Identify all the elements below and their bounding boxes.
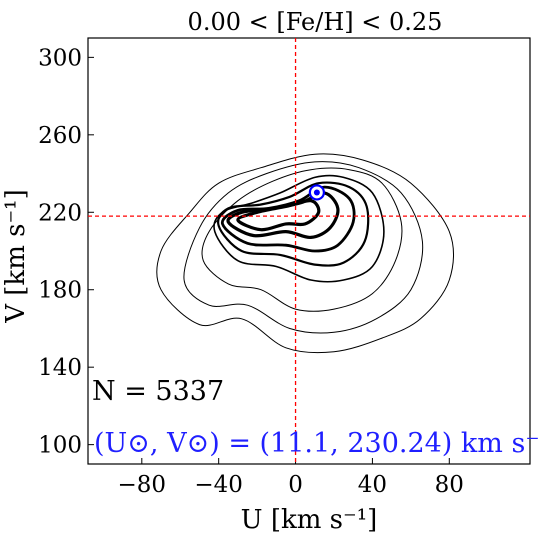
solar-annotation: (U⊙, V⊙) = (11.1, 230.24) km s⁻¹ bbox=[94, 428, 540, 459]
contour-level-1 bbox=[156, 153, 454, 354]
y-axis-label: V [km s⁻¹] bbox=[1, 189, 31, 324]
x-tick-label: 40 bbox=[358, 472, 387, 498]
contour-level-2 bbox=[183, 161, 424, 334]
contour-level-3 bbox=[201, 167, 403, 312]
y-tick-label: 140 bbox=[38, 355, 82, 381]
x-tick-label: 0 bbox=[288, 472, 303, 498]
y-tick-label: 180 bbox=[38, 278, 82, 304]
x-tick-label: −80 bbox=[118, 472, 167, 498]
count-annotation: N = 5337 bbox=[92, 376, 224, 407]
y-tick-label: 300 bbox=[38, 45, 82, 71]
contour-level-4 bbox=[213, 174, 385, 283]
solar-marker bbox=[308, 184, 325, 201]
reference-lines bbox=[88, 38, 530, 464]
x-tick-label: −40 bbox=[194, 472, 243, 498]
y-tick-label: 100 bbox=[38, 433, 82, 459]
y-tick-label: 260 bbox=[38, 123, 82, 149]
contour-level-8 bbox=[236, 198, 321, 232]
chart-title: 0.00 < [Fe/H] < 0.25 bbox=[188, 8, 443, 36]
density-contours bbox=[156, 153, 454, 354]
x-axis-label: U [km s⁻¹] bbox=[241, 505, 378, 535]
axis-ticks: −80 −40 0 40 80 100 140 180 220 260 300 bbox=[38, 45, 464, 498]
plot-frame bbox=[87, 37, 531, 465]
solar-marker-dot bbox=[313, 189, 320, 196]
contour-level-5 bbox=[217, 181, 370, 267]
y-tick-label: 220 bbox=[38, 200, 82, 226]
x-tick-label: 80 bbox=[435, 472, 464, 498]
